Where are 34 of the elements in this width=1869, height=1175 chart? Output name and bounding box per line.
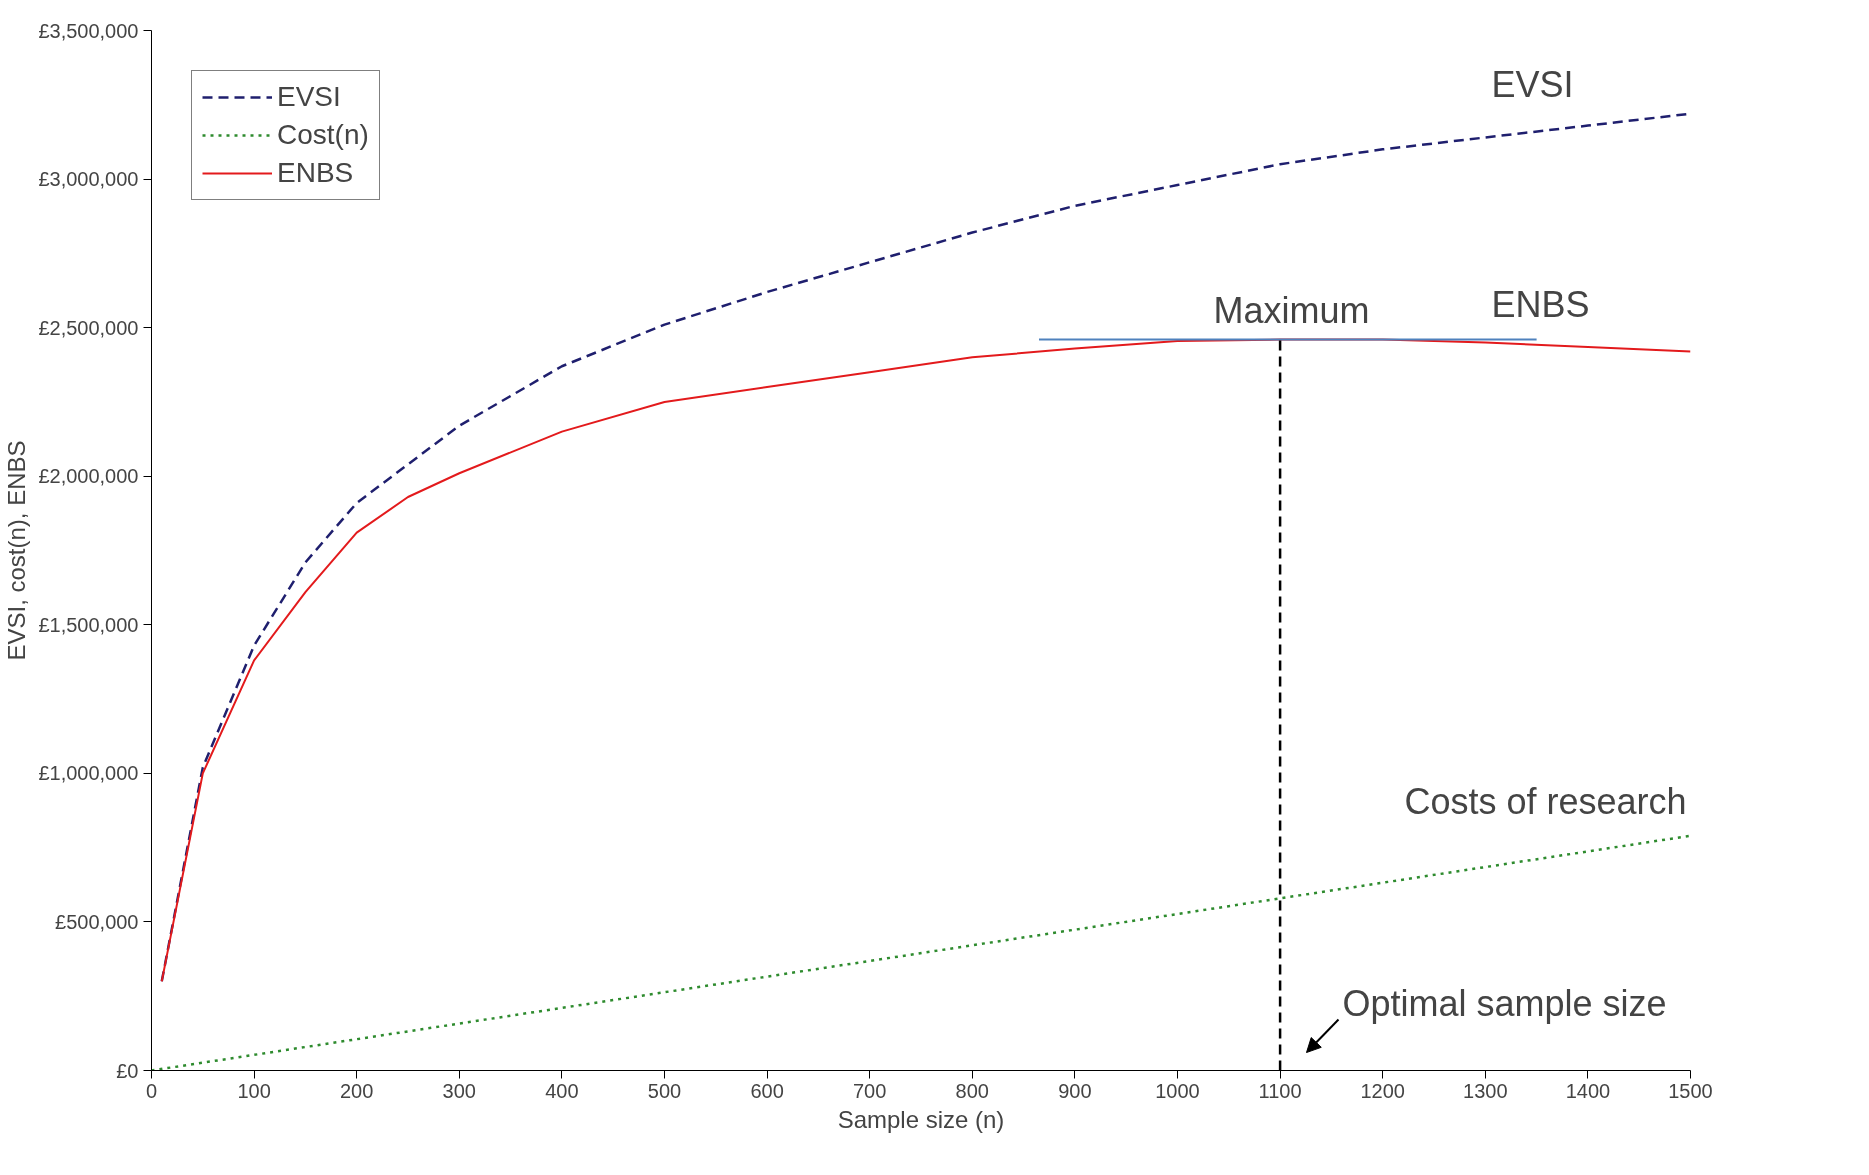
y-tick-label: £2,500,000 [38,316,139,339]
legend-label: Cost(n) [277,119,369,151]
annotation: EVSI [1491,63,1574,105]
x-tick-label: 300 [442,1079,476,1102]
y-tick-label: £1,000,000 [38,762,139,785]
x-tick-label: 900 [1058,1079,1092,1102]
x-tick-label: 1200 [1360,1079,1405,1102]
x-tick-label: 1100 [1258,1079,1302,1102]
y-tick-label: £1,500,000 [38,613,139,636]
legend-label: EVSI [277,81,341,113]
x-tick-label: 1000 [1155,1079,1200,1102]
x-tick-label: 600 [750,1079,784,1102]
legend-label: ENBS [277,157,354,189]
x-tick-label: 1500 [1668,1079,1713,1102]
x-tick-label: 800 [955,1079,989,1102]
y-axis-title: EVSI, cost(n), ENBS [3,440,31,661]
annotation: Costs of research [1404,780,1687,822]
annotation: Maximum [1213,289,1370,331]
x-tick-label: 400 [545,1079,579,1102]
x-tick-label: 500 [647,1079,682,1102]
annotation: ENBS [1491,283,1590,325]
y-tick-label: £3,000,000 [38,168,139,191]
x-tick-label: 100 [237,1079,271,1102]
y-tick-label: £2,000,000 [38,465,139,488]
annotation: Optimal sample size [1342,982,1667,1024]
x-tick-label: 700 [853,1079,887,1102]
x-tick-label: 200 [340,1079,374,1102]
x-tick-label: 1400 [1565,1079,1611,1102]
x-tick-label: 1300 [1463,1079,1508,1102]
x-tick-label: 0 [145,1079,158,1102]
y-tick-label: £3,500,000 [38,19,139,42]
x-axis-title: Sample size (n) [837,1105,1005,1133]
y-tick-label: £0 [116,1059,139,1082]
y-tick-label: £500,000 [55,910,139,933]
